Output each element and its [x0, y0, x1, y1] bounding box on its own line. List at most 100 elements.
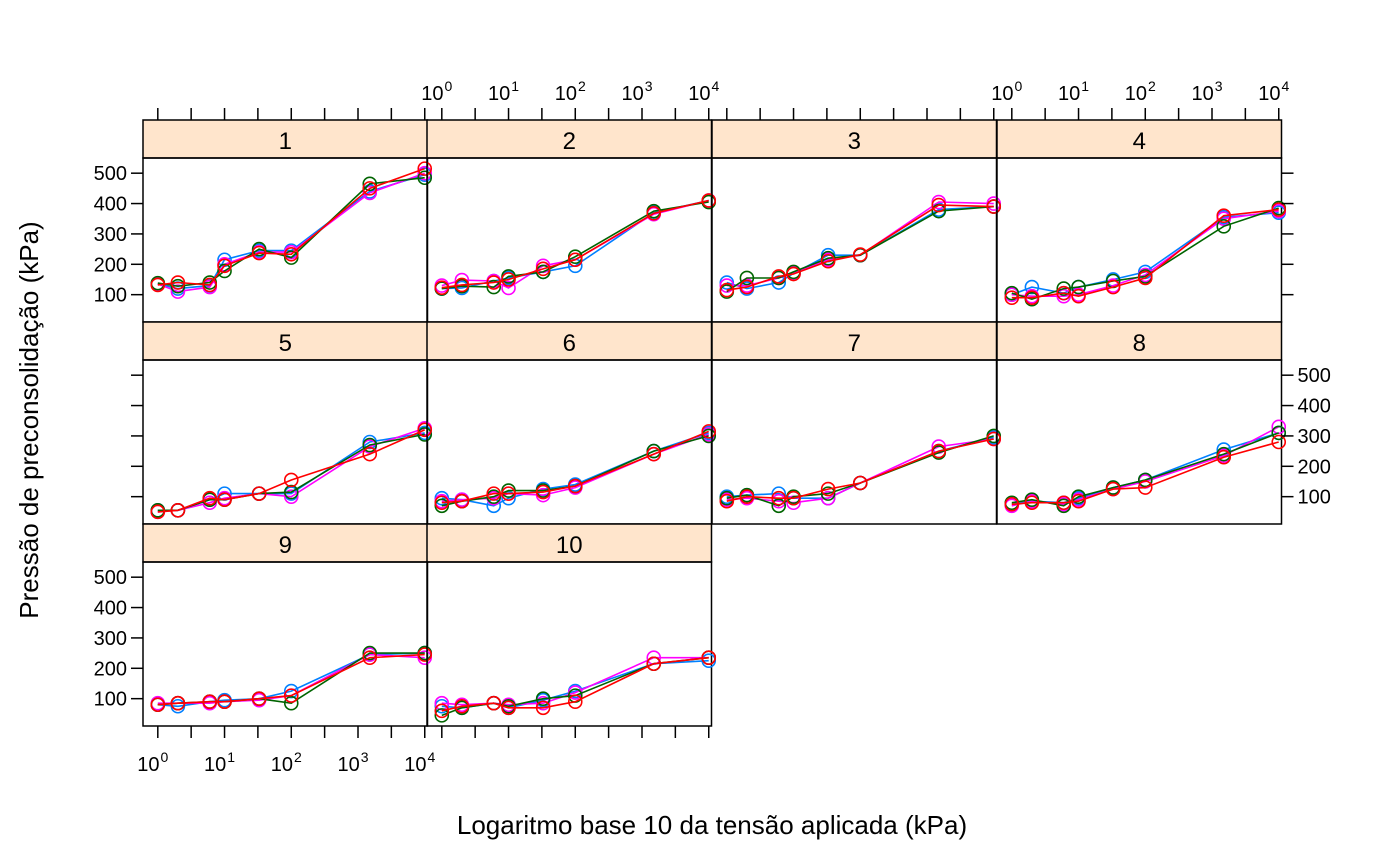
- data-point: [434, 703, 450, 719]
- y-tick-label: 300: [94, 628, 127, 650]
- data-point: [1105, 279, 1121, 295]
- data-point: [771, 269, 787, 284]
- series-line: [157, 167, 425, 286]
- data-point: [1105, 481, 1121, 497]
- series-line: [157, 653, 425, 706]
- data-point: [434, 695, 450, 711]
- data-point: [931, 197, 947, 213]
- data-point: [486, 695, 502, 711]
- series-line: [726, 435, 994, 507]
- data-point: [567, 694, 583, 710]
- data-point: [1271, 202, 1287, 217]
- data-point: [1137, 480, 1153, 495]
- data-point: [217, 263, 232, 279]
- panel-strip-label: 4: [1133, 128, 1146, 155]
- x-axis-top-col1: [157, 108, 426, 120]
- panel-5: 5: [142, 321, 433, 525]
- data-point: [535, 695, 551, 711]
- data-point: [820, 490, 836, 506]
- panel-strip-label: 10: [556, 532, 583, 559]
- series-line: [726, 204, 994, 291]
- panel-plot-area: [996, 359, 1283, 525]
- x-tick-label: 104: [404, 749, 435, 776]
- series-line: [157, 172, 425, 293]
- data-point: [417, 165, 433, 181]
- data-point: [434, 708, 450, 723]
- data-point: [202, 490, 218, 506]
- data-point: [170, 284, 186, 299]
- y-tick-label: 500: [1298, 365, 1331, 387]
- data-point: [701, 428, 717, 444]
- data-point: [283, 688, 299, 703]
- data-point: [719, 278, 735, 293]
- panel-strip-label: 1: [279, 128, 292, 155]
- data-point: [486, 486, 502, 501]
- y-tick-label: 500: [94, 567, 127, 589]
- x-tick-label: 102: [271, 749, 302, 776]
- series-line: [1011, 432, 1279, 507]
- series-line: [441, 430, 710, 504]
- panel-strip-label: 8: [1133, 330, 1146, 357]
- panel-1: 1: [142, 119, 433, 323]
- data-point: [1071, 279, 1086, 295]
- panel-strip-label: 2: [563, 128, 576, 155]
- x-tick-label: 101: [204, 749, 235, 776]
- x-tick-label: 104: [688, 78, 719, 105]
- series-line: [157, 173, 425, 290]
- data-point: [283, 484, 299, 500]
- panel-plot-area: [426, 157, 713, 323]
- data-point: [701, 424, 717, 439]
- data-point: [150, 697, 166, 713]
- data-point: [820, 481, 836, 497]
- panel-strip-label: 9: [279, 532, 292, 559]
- y-tick-label: 100: [94, 285, 127, 307]
- data-point: [251, 691, 267, 706]
- data-point: [1071, 489, 1086, 504]
- data-point: [362, 650, 378, 665]
- data-point: [454, 277, 470, 293]
- data-point: [283, 683, 299, 699]
- data-point: [217, 694, 232, 710]
- data-point: [501, 486, 516, 501]
- data-point: [1137, 472, 1153, 488]
- y-tick-label: 400: [94, 598, 127, 620]
- data-point: [283, 489, 299, 504]
- data-point: [501, 280, 516, 296]
- data-point: [1004, 290, 1020, 306]
- data-point: [719, 493, 735, 509]
- data-point: [150, 277, 166, 293]
- y-tick-label: 500: [94, 163, 127, 185]
- data-point: [701, 650, 717, 665]
- panel-8: 8: [996, 321, 1287, 525]
- y-axis-title: Pressão de preconsolidação (kPa): [14, 221, 44, 618]
- data-point: [1071, 493, 1086, 509]
- data-point: [1056, 281, 1072, 296]
- data-point: [1071, 288, 1086, 304]
- data-point: [820, 253, 836, 269]
- data-point: [771, 486, 787, 501]
- data-point: [986, 199, 1002, 214]
- data-point: [535, 261, 551, 277]
- series-line: [1011, 441, 1279, 506]
- series-line: [441, 199, 709, 290]
- data-point: [217, 492, 232, 508]
- y-tick-label: 100: [1298, 487, 1331, 509]
- panel-strip: [426, 119, 713, 159]
- x-tick-label: 103: [337, 749, 368, 776]
- data-point: [486, 275, 502, 290]
- data-point: [567, 252, 583, 268]
- x-tick-label: 100: [991, 78, 1022, 105]
- data-point: [739, 489, 755, 504]
- data-point: [417, 161, 433, 176]
- data-point: [170, 503, 186, 518]
- panel-7: 7: [711, 321, 1002, 525]
- x-axis-top-col4: 100 101 102 103 104: [991, 78, 1289, 120]
- data-point: [1216, 449, 1232, 465]
- panel-strip: [996, 119, 1283, 159]
- series-line: [726, 205, 994, 293]
- x-tick-label: 104: [1258, 78, 1289, 105]
- data-point: [434, 280, 450, 295]
- data-point: [852, 475, 868, 491]
- data-point: [501, 272, 516, 287]
